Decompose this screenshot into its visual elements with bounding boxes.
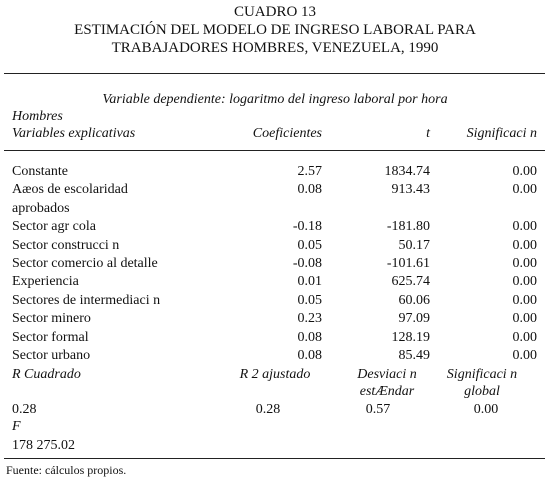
coefficient: 0.23	[297, 311, 323, 327]
variable-label: Sector formal	[12, 329, 89, 345]
t-value: 97.09	[398, 311, 431, 327]
variable-label: Aæos de escolaridad	[12, 182, 128, 198]
header-rule	[4, 150, 545, 151]
significance: 0.00	[512, 237, 538, 253]
coefficient: 0.01	[297, 274, 323, 290]
coefficient: 0.08	[297, 182, 323, 198]
variable-label: Constante	[12, 164, 68, 179]
group-label: Hombres	[12, 109, 63, 124]
stat-header: Significaci n	[446, 367, 518, 382]
coefficient: 0.08	[297, 348, 323, 363]
stat-header: global	[464, 384, 500, 399]
significance: 0.00	[512, 164, 538, 179]
coefficient: 2.57	[297, 164, 323, 179]
t-value: -101.61	[386, 256, 430, 271]
t-value: 50.17	[398, 237, 431, 253]
source-note: Fuente: cálculos propios.	[6, 463, 127, 477]
significance: 0.00	[512, 274, 538, 290]
column-header: Significaci n	[466, 126, 537, 141]
stat-value: 0.28	[12, 402, 37, 417]
significance: 0.00	[512, 348, 538, 363]
variable-label: Sector construcci n	[12, 237, 120, 253]
stat-header: R 2 ajustado	[239, 367, 311, 382]
significance: 0.00	[512, 329, 538, 345]
t-value: 128.19	[391, 329, 431, 345]
t-value: -181.80	[386, 219, 430, 235]
t-value: 85.49	[398, 348, 431, 363]
significance: 0.00	[512, 256, 538, 271]
coefficient: 0.05	[297, 237, 323, 253]
column-header: Coeficientes	[252, 126, 322, 141]
stat-header: estÆndar	[359, 384, 415, 399]
column-header: t	[426, 126, 430, 141]
f-label: F	[12, 419, 21, 434]
variable-label: Sector agr cola	[12, 219, 96, 235]
significance: 0.00	[512, 219, 538, 235]
t-value: 625.74	[391, 274, 431, 290]
t-value: 913.43	[391, 182, 431, 198]
variable-label: Sectores de intermediaci n	[12, 292, 161, 308]
variable-label: Sector comercio al detalle	[12, 256, 158, 271]
f-value: 178 275.02	[12, 438, 75, 453]
dependent-variable: Variable dependiente: logaritmo del ingr…	[102, 92, 448, 107]
top-rule	[4, 73, 545, 74]
coefficient: -0.18	[292, 219, 322, 235]
significance: 0.00	[512, 292, 538, 308]
stat-header: Desviaci n	[357, 367, 417, 382]
variable-label: Sector minero	[12, 311, 91, 327]
significance: 0.00	[512, 311, 538, 327]
variable-label: Experiencia	[12, 274, 79, 290]
bottom-rule	[4, 458, 545, 459]
variable-label: Sector urbano	[12, 348, 91, 363]
t-value: 1834.74	[384, 164, 431, 179]
coefficient: -0.08	[292, 256, 322, 271]
variable-label: aprobados	[12, 200, 70, 216]
coefficient: 0.05	[297, 292, 323, 308]
stat-value: 0.00	[473, 402, 499, 417]
coefficient: 0.08	[297, 329, 323, 345]
stat-value: 0.57	[365, 402, 391, 417]
title-line: ESTIMACIÓN DEL MODELO DE INGRESO LABORAL…	[74, 22, 476, 38]
significance: 0.00	[512, 182, 538, 198]
t-value: 60.06	[398, 292, 431, 308]
stat-header: R Cuadrado	[12, 367, 81, 382]
title-line: CUADRO 13	[233, 4, 317, 20]
column-header: Variables explicativas	[12, 126, 136, 141]
stat-value: 0.28	[255, 402, 281, 417]
title-line: TRABAJADORES HOMBRES, VENEZUELA, 1990	[111, 40, 439, 56]
